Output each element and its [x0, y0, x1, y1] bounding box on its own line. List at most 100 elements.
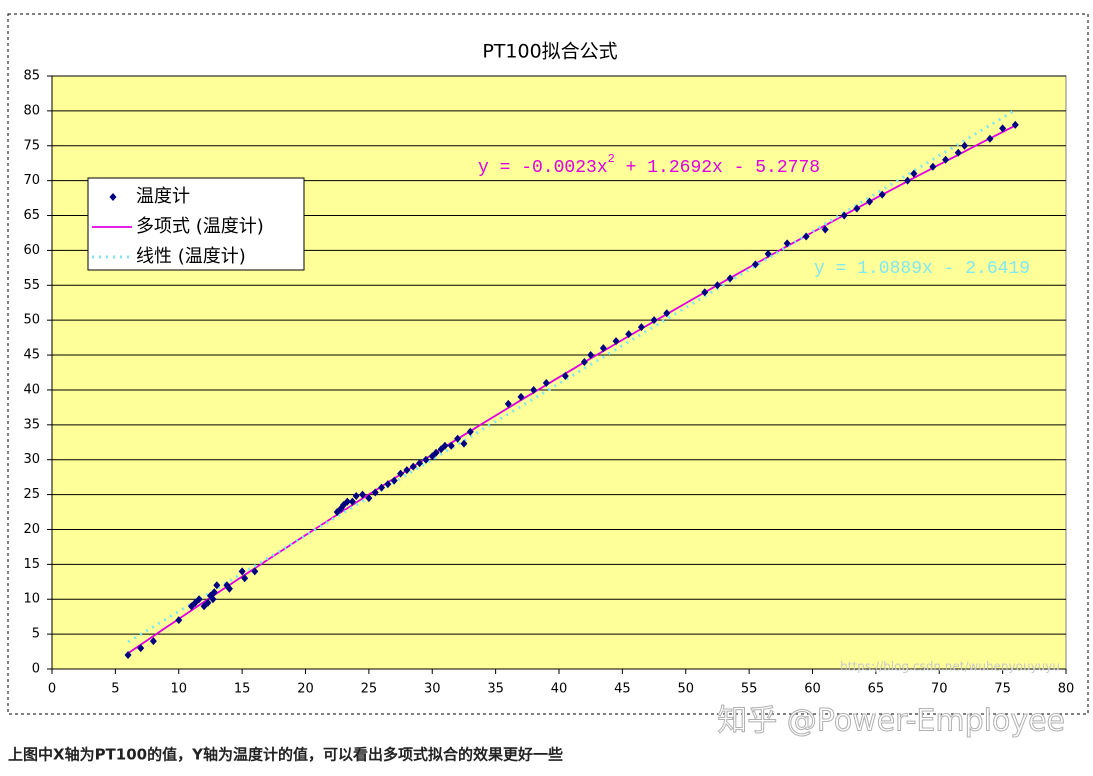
data-point [954, 148, 962, 157]
watermark-url: https://blog.csdn.net/wuhenyouyuyu [840, 660, 1060, 674]
equation-part: 2 [608, 152, 615, 166]
data-point [587, 351, 595, 360]
watermark: 知乎 @Power-Employee [717, 704, 1065, 739]
x-tick-label: 65 [868, 682, 885, 697]
data-point [663, 309, 671, 318]
data-point [416, 459, 424, 468]
y-tick-label: 65 [23, 208, 40, 223]
x-tick-label: 50 [677, 682, 694, 697]
data-point [460, 439, 468, 448]
data-point [210, 588, 218, 597]
x-tick-label: 25 [361, 682, 378, 697]
x-tick-label: 20 [297, 682, 314, 697]
data-point [441, 441, 449, 450]
data-point [580, 358, 588, 367]
y-tick-label: 30 [23, 452, 40, 467]
y-tick-label: 45 [23, 348, 40, 363]
data-point [904, 176, 912, 185]
data-point [542, 378, 550, 387]
data-point [910, 169, 918, 178]
data-point [251, 567, 259, 576]
y-tick-label: 85 [23, 69, 40, 84]
x-tick-label: 15 [234, 682, 251, 697]
y-tick-label: 0 [32, 662, 40, 677]
x-tick-label: 5 [111, 682, 119, 697]
y-tick-label: 60 [23, 243, 40, 258]
x-tick-label: 10 [170, 682, 187, 697]
legend-label: 多项式 (温度计) [136, 216, 264, 237]
x-tick-label: 60 [804, 682, 821, 697]
data-point [878, 190, 886, 199]
data-point [371, 488, 379, 497]
x-tick-label: 75 [994, 682, 1011, 697]
chart-title: PT100拟合公式 [482, 41, 617, 63]
data-point [821, 225, 829, 234]
data-point [840, 211, 848, 220]
data-point [1011, 120, 1019, 129]
data-point [195, 595, 203, 604]
data-point [986, 134, 994, 143]
data-point [352, 491, 360, 500]
data-point [517, 392, 525, 401]
data-point [137, 644, 145, 653]
data-point [348, 497, 356, 506]
data-point [403, 466, 411, 475]
data-point [447, 441, 455, 450]
y-tick-label: 80 [23, 103, 40, 118]
data-point [397, 469, 405, 478]
x-tick-label: 55 [741, 682, 758, 697]
x-tick-label: 0 [48, 682, 56, 697]
data-point [225, 584, 233, 593]
data-point [504, 399, 512, 408]
data-point [701, 288, 709, 297]
x-tick-label: 80 [1058, 682, 1075, 697]
data-point [783, 239, 791, 248]
data-point [929, 162, 937, 171]
data-point [650, 316, 658, 325]
y-tick-label: 75 [23, 138, 40, 153]
data-point [637, 323, 645, 332]
data-point [853, 204, 861, 213]
caption: 上图中X轴为PT100的值，Y轴为温度计的值，可以看出多项式拟合的效果更好一些 [8, 746, 563, 764]
data-point [213, 581, 221, 590]
data-point [409, 462, 417, 471]
y-tick-label: 15 [23, 557, 40, 572]
legend-label: 温度计 [136, 186, 190, 207]
y-tick-label: 70 [23, 173, 40, 188]
data-point [343, 497, 351, 506]
data-point [454, 434, 462, 443]
legend-box [87, 177, 305, 271]
data-point [432, 448, 440, 457]
data-point [124, 651, 132, 660]
data-point [238, 567, 246, 576]
legend-label: 线性 (温度计) [136, 246, 246, 267]
trendline-equation: y = -0.0023x2 + 1.2692x - 5.2778 [478, 152, 820, 178]
y-tick-label: 35 [23, 417, 40, 432]
y-tick-label: 25 [23, 487, 40, 502]
data-point [802, 232, 810, 241]
equation-part: y = 1.0889x - 2.6419 [814, 259, 1030, 279]
y-tick-label: 50 [23, 313, 40, 328]
data-point [390, 476, 398, 485]
trendline-linear [127, 108, 1017, 644]
data-point [999, 124, 1007, 133]
data-point [209, 595, 217, 604]
data-point [625, 330, 633, 339]
x-tick-label: 30 [424, 682, 441, 697]
data-point [942, 155, 950, 164]
data-point [866, 197, 874, 206]
data-point [149, 637, 157, 646]
equation-part: + 1.2692x - 5.2778 [615, 158, 820, 178]
data-point [204, 598, 212, 607]
data-point [466, 427, 474, 436]
data-point [599, 344, 607, 353]
data-point [713, 281, 721, 290]
data-point [241, 574, 249, 583]
data-point [384, 480, 392, 489]
y-tick-label: 20 [23, 522, 40, 537]
data-point [175, 616, 183, 625]
data-point [359, 490, 367, 499]
equation-part: y = -0.0023x [478, 158, 608, 178]
